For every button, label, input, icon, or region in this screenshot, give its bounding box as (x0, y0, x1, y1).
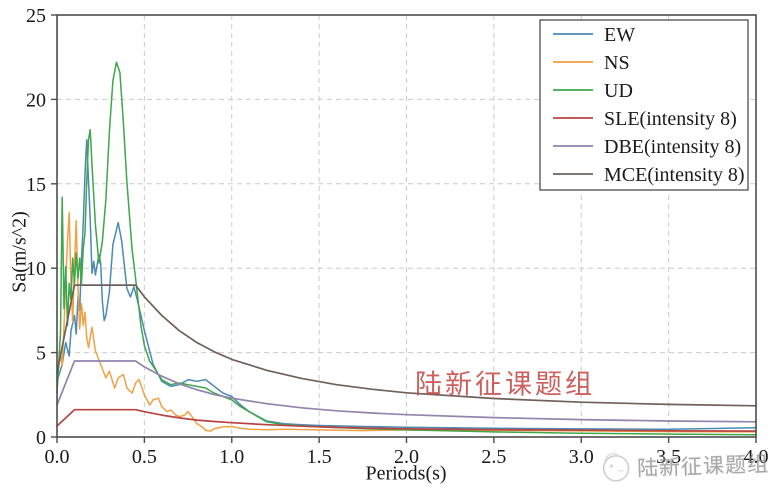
x-tick-label: 3.0 (569, 446, 594, 468)
x-axis-label: Periods(s) (365, 462, 447, 485)
x-tick-label: 2.0 (394, 446, 419, 468)
x-tick-label: 0.0 (45, 446, 70, 468)
legend-label: NS (604, 52, 630, 74)
series-mce-intensity-8- (56, 284, 757, 407)
legend-label: MCE(intensity 8) (604, 164, 745, 186)
legend-box (539, 19, 749, 191)
watermark-corner: 陆新征课题组 (596, 441, 769, 490)
y-tick-label: 10 (26, 258, 46, 280)
x-tick-label: 4.0 (744, 446, 769, 468)
series-ns (56, 211, 757, 433)
series-dbe-intensity-8- (56, 360, 757, 423)
legend-label: EW (604, 24, 635, 46)
x-tick-label: 1.0 (219, 446, 244, 468)
watermark-corner-text: 陆新征课题组 (636, 451, 770, 481)
x-tick-label: 1.5 (307, 446, 332, 468)
y-axis-label: Sa(m/s^2) (8, 211, 31, 293)
watermark-logo-icon (596, 446, 633, 490)
y-tick-label: 0 (36, 427, 46, 449)
legend-label: UD (604, 80, 633, 102)
x-tick-label: 3.5 (656, 446, 681, 468)
y-tick-label: 25 (26, 5, 46, 27)
y-tick-label: 20 (26, 89, 46, 111)
x-tick-label: 0.5 (132, 446, 157, 468)
legend-label: DBE(intensity 8) (604, 136, 741, 158)
x-tick-label: 2.5 (481, 446, 506, 468)
series-ud (56, 61, 757, 436)
legend-label: SLE(intensity 8) (604, 108, 737, 130)
series-sle-intensity-8- (56, 408, 757, 432)
watermark-center-text: 陆新征课题组 (415, 369, 595, 400)
y-tick-label: 15 (26, 174, 46, 196)
y-tick-label: 5 (36, 343, 46, 365)
